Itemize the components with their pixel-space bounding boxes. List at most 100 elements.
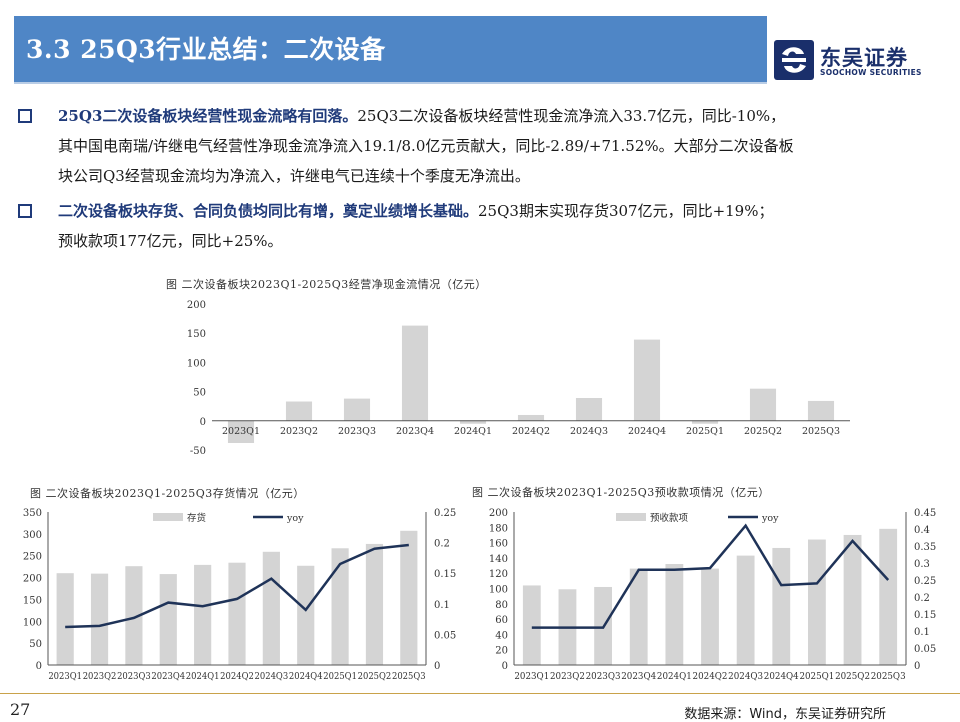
x-tick-label: 2024Q3 — [255, 672, 289, 682]
bar — [159, 574, 177, 665]
y-tick-label: 40 — [495, 630, 508, 641]
y-tick-label: 100 — [489, 585, 508, 596]
y-tick-label: 0 — [502, 661, 508, 672]
bar — [459, 420, 487, 424]
y2-tick-label: 0.05 — [434, 630, 456, 641]
bar — [331, 548, 349, 665]
chart-3-title: 图 二次设备板块2023Q1-2025Q3预收款项情况（亿元） — [472, 486, 770, 499]
chart-2-title: 图 二次设备板块2023Q1-2025Q3存货情况（亿元） — [30, 487, 305, 500]
y2-tick-label: 0.25 — [914, 576, 936, 587]
bar — [297, 565, 315, 665]
x-tick-label: 2024Q4 — [628, 426, 666, 437]
chart-1-title: 图 二次设备板块2023Q1-2025Q3经营净现金流情况（亿元） — [166, 278, 487, 291]
bullet-square-icon — [18, 109, 32, 123]
legend-bar-label: 存货 — [187, 512, 206, 524]
bar — [517, 414, 545, 421]
x-tick-label: 2023Q2 — [550, 672, 585, 682]
bullet-1: 25Q3二次设备板块经营性现金流略有回落。25Q3二次设备板块经营性现金流净流入… — [18, 101, 938, 191]
bar — [749, 388, 777, 421]
y-tick-label: 20 — [495, 646, 508, 657]
bar — [194, 564, 212, 665]
bar — [701, 568, 719, 665]
bullet-1-line: 块公司Q3经营现金流均为净流入，许继电气已连续十个季度无净流出。 — [58, 167, 530, 185]
x-tick-label: 2024Q4 — [289, 672, 323, 682]
y-tick-label: 200 — [23, 574, 42, 585]
x-tick-label: 2023Q4 — [151, 672, 185, 682]
y-tick-label: 50 — [29, 639, 42, 650]
bullet-1-line: 其中国电南瑞/许继电气经营性净现金流净流入19.1/8.0亿元贡献大，同比-2.… — [58, 137, 794, 155]
x-tick-label: 2024Q1 — [186, 672, 220, 682]
y2-tick-label: 0.2 — [434, 539, 450, 550]
bar — [772, 547, 791, 665]
y-tick-label: 350 — [23, 508, 42, 519]
y-tick-label: 160 — [489, 539, 508, 550]
y-tick-label: 250 — [23, 552, 42, 563]
legend-bar-swatch — [616, 513, 646, 521]
y2-tick-label: 0.1 — [434, 600, 450, 611]
bar — [633, 339, 661, 421]
x-tick-label: 2025Q2 — [358, 672, 392, 682]
bullet-1-text: 25Q3二次设备板块经营性现金流略有回落。25Q3二次设备板块经营性现金流净流入… — [58, 101, 938, 191]
y-tick-label: 140 — [489, 554, 508, 565]
y-tick-label: 0 — [200, 417, 206, 428]
footer-divider — [0, 693, 960, 694]
y2-tick-label: 0.1 — [914, 627, 930, 638]
y2-tick-label: 0.25 — [434, 508, 456, 519]
bar — [56, 573, 74, 665]
x-tick-label: 2025Q3 — [392, 672, 426, 682]
y2-tick-label: 0.4 — [914, 525, 930, 536]
x-tick-label: 2025Q1 — [686, 426, 724, 437]
bar — [843, 534, 862, 665]
company-logo: 东吴证券 SOOCHOW SECURITIES — [774, 40, 934, 84]
bar — [262, 551, 280, 665]
y-tick-label: 0 — [36, 661, 42, 672]
bar — [629, 568, 648, 665]
x-tick-label: 2024Q1 — [657, 672, 692, 682]
logo-en-text: SOOCHOW SECURITIES — [820, 68, 922, 77]
bullet-2-headline: 二次设备板块存货、合同负债均同比有增，奠定业绩增长基础。 — [58, 202, 479, 220]
x-tick-label: 2023Q2 — [280, 426, 318, 437]
y-tick-label: 80 — [495, 600, 508, 611]
y2-tick-label: 0 — [434, 661, 440, 672]
page-number: 27 — [10, 700, 31, 719]
legend-bar-label: 预收款项 — [650, 512, 689, 524]
y-tick-label: 150 — [187, 329, 206, 340]
y2-tick-label: 0.15 — [434, 569, 456, 580]
page-title: 3.3 25Q3行业总结：二次设备 — [26, 35, 386, 64]
y-tick-label: 180 — [489, 523, 508, 534]
x-tick-label: 2023Q3 — [338, 426, 376, 437]
bar — [691, 420, 719, 424]
y-tick-label: 120 — [489, 569, 508, 580]
y-tick-label: 50 — [193, 388, 206, 399]
x-tick-label: 2024Q4 — [764, 672, 799, 682]
bar — [400, 530, 418, 665]
y2-tick-label: 0.05 — [914, 644, 936, 655]
x-tick-label: 2023Q3 — [586, 672, 621, 682]
data-source: 数据来源：Wind，东吴证券研究所 — [684, 707, 886, 722]
inventory-chart: 0 50 100 150 200 250 300 350 0 0.05 0.1 0.15 0.2 0.25… — [23, 508, 456, 682]
bullet-2-text: 二次设备板块存货、合同负债均同比有增，奠定业绩增长基础。25Q3期末实现存货30… — [58, 196, 938, 256]
bar — [575, 398, 603, 421]
x-tick-label: 2025Q3 — [871, 672, 906, 682]
x-tick-label: 2025Q2 — [835, 672, 870, 682]
title-bar: 3.3 25Q3行业总结：二次设备 — [14, 16, 767, 84]
yoy-line — [65, 543, 409, 629]
x-tick-label: 2025Q3 — [802, 426, 840, 437]
bullet-2-line: 25Q3期末实现存货307亿元，同比+19%； — [478, 202, 774, 220]
legend-line-label: yoy — [286, 513, 304, 524]
bar — [736, 555, 755, 665]
x-tick-label: 2025Q1 — [323, 672, 357, 682]
y-tick-label: 100 — [187, 358, 206, 369]
bar — [365, 543, 384, 665]
bar — [125, 566, 143, 665]
bar — [227, 420, 255, 443]
bar — [90, 573, 109, 665]
y2-tick-label: 0.2 — [914, 593, 930, 604]
logo-cn-text: 东吴证券 — [820, 46, 908, 70]
bar — [665, 564, 684, 665]
x-tick-label: 2024Q1 — [454, 426, 492, 437]
x-tick-label: 2023Q1 — [514, 672, 549, 682]
y2-tick-label: 0 — [914, 661, 920, 672]
cashflow-chart: -50 0 50 100 150 200 2023Q1 2023Q2 2023Q3 2023Q4 2… — [187, 300, 850, 457]
x-tick-label: 2023Q3 — [117, 672, 151, 682]
